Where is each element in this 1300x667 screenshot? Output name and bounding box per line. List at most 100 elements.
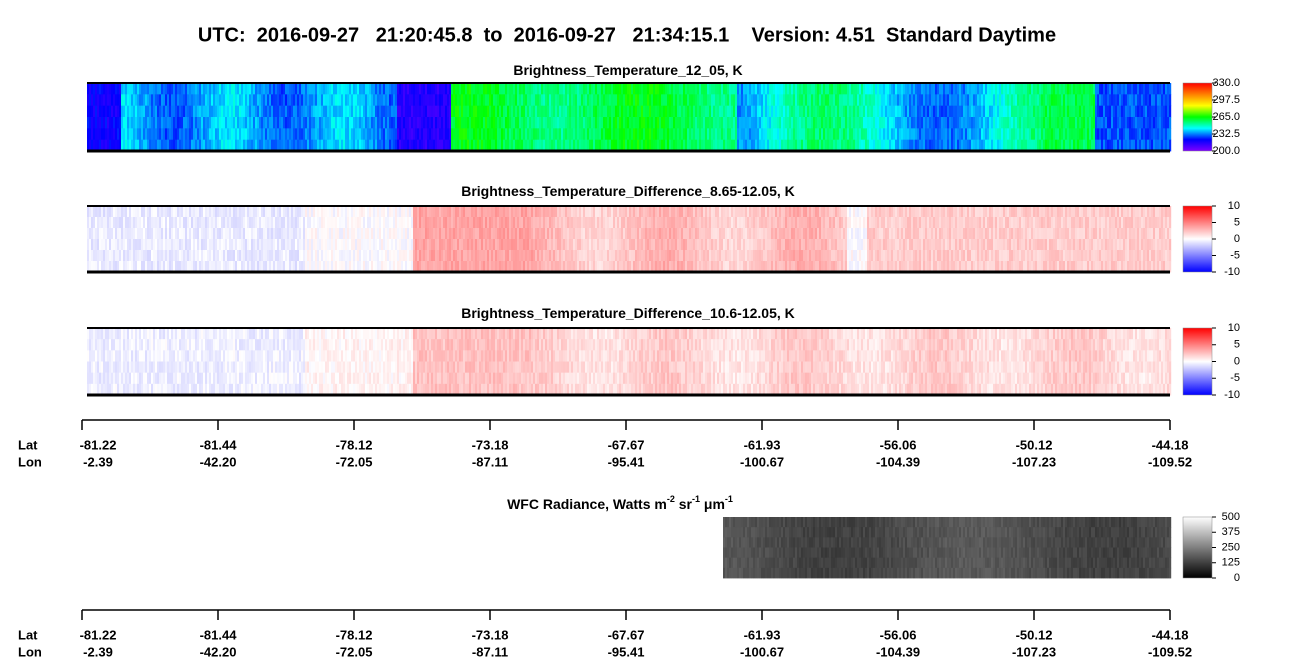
pixel <box>241 83 244 95</box>
pixel <box>449 117 452 129</box>
pixel <box>735 105 738 118</box>
pixel <box>601 128 604 141</box>
pixel <box>575 250 578 262</box>
pixel <box>893 117 896 129</box>
pixel <box>1129 139 1132 152</box>
pixel <box>247 239 250 251</box>
pixel <box>205 261 208 273</box>
pixel <box>369 250 372 262</box>
pixel <box>327 239 330 251</box>
pixel <box>551 83 554 95</box>
pixel <box>965 94 968 107</box>
pixel <box>1143 139 1146 152</box>
pixel <box>591 83 594 95</box>
pixel <box>327 228 330 240</box>
pixel <box>705 94 708 107</box>
pixel <box>185 250 188 262</box>
pixel <box>637 239 640 251</box>
pixel <box>781 105 784 118</box>
pixel <box>679 94 682 107</box>
pixel <box>373 228 376 240</box>
pixel <box>655 83 658 95</box>
pixel <box>567 139 570 152</box>
pixel <box>1041 105 1044 118</box>
pixel <box>731 128 734 141</box>
pixel <box>1159 94 1162 107</box>
pixel <box>235 105 238 118</box>
pixel <box>165 117 168 129</box>
pixel <box>1119 105 1122 118</box>
pixel <box>1065 105 1068 118</box>
pixel <box>151 239 154 251</box>
pixel <box>133 217 136 229</box>
pixel <box>875 128 878 141</box>
pixel <box>991 139 994 152</box>
pixel <box>397 239 400 251</box>
pixel <box>357 228 360 240</box>
pixel <box>243 94 246 107</box>
pixel <box>437 83 440 95</box>
pixel <box>1133 105 1136 118</box>
pixel <box>439 83 442 95</box>
pixel <box>427 206 430 218</box>
pixel <box>1107 139 1110 152</box>
pixel <box>281 206 284 218</box>
pixel <box>655 217 658 229</box>
pixel <box>1007 139 1010 152</box>
pixel <box>223 228 226 240</box>
pixel <box>841 139 844 152</box>
pixel <box>571 250 574 262</box>
pixel <box>801 139 804 152</box>
pixel <box>771 94 774 107</box>
pixel <box>679 139 682 152</box>
pixel <box>371 128 374 141</box>
pixel <box>297 128 300 141</box>
pixel <box>1149 117 1152 129</box>
pixel <box>983 139 986 152</box>
pixel <box>651 139 654 152</box>
pixel <box>139 94 142 107</box>
pixel <box>825 83 828 95</box>
pixel <box>541 117 544 129</box>
pixel <box>513 105 516 118</box>
pixel <box>1005 128 1008 141</box>
pixel <box>747 128 750 141</box>
pixel <box>129 250 132 262</box>
pixel <box>267 250 270 262</box>
pixel <box>263 217 266 229</box>
pixel <box>465 206 468 218</box>
pixel <box>565 228 568 240</box>
pixel <box>517 83 520 95</box>
pixel <box>545 105 548 118</box>
pixel <box>655 128 658 141</box>
pixel <box>611 128 614 141</box>
pixel <box>419 117 422 129</box>
pixel <box>755 128 758 141</box>
pixel <box>525 206 528 218</box>
pixel <box>107 206 110 218</box>
pixel <box>939 117 942 129</box>
pixel <box>125 139 128 152</box>
pixel <box>737 94 740 107</box>
pixel <box>905 94 908 107</box>
pixel <box>549 83 552 95</box>
pixel <box>293 139 296 152</box>
pixel <box>309 83 312 95</box>
pixel <box>175 228 178 240</box>
pixel <box>177 128 180 141</box>
pixel <box>1003 83 1006 95</box>
pixel <box>277 206 280 218</box>
pixel <box>709 83 712 95</box>
pixel <box>403 261 406 273</box>
pixel <box>1077 94 1080 107</box>
pixel <box>559 239 562 251</box>
pixel <box>449 94 452 107</box>
pixel <box>1081 83 1084 95</box>
pixel <box>641 94 644 107</box>
pixel <box>735 94 738 107</box>
pixel <box>439 128 442 141</box>
pixel <box>91 261 94 273</box>
pixel <box>303 217 306 229</box>
pixel <box>255 83 258 95</box>
pixel <box>461 206 464 218</box>
